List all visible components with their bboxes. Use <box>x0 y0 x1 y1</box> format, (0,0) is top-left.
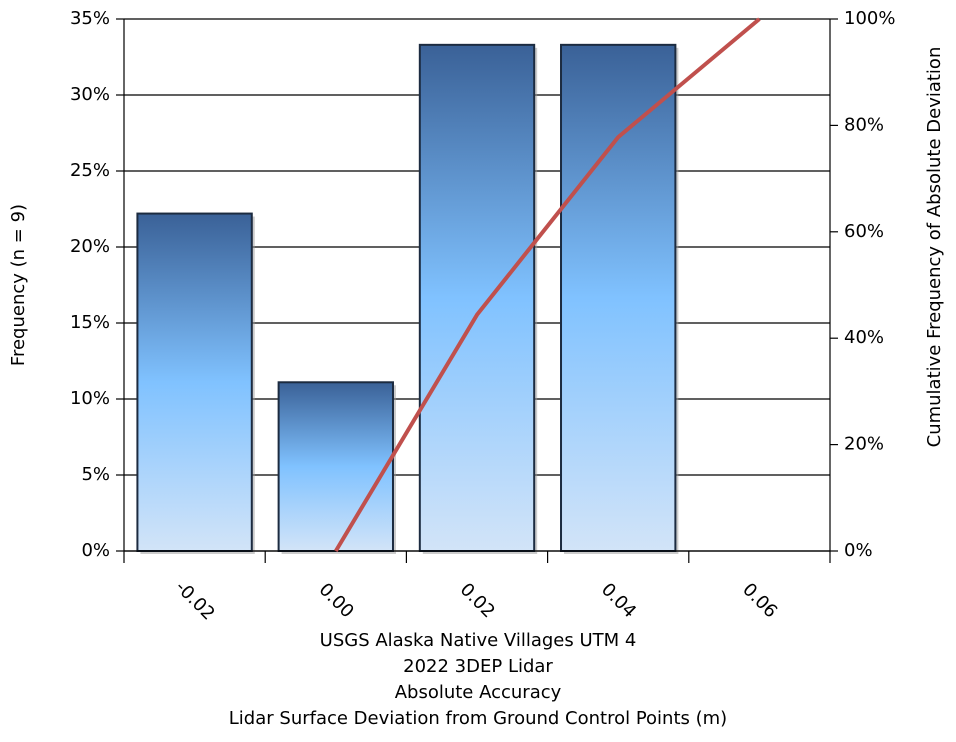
y2-tick-label: 40% <box>844 327 884 348</box>
x-tick-label: 0.06 <box>738 579 781 622</box>
caption-line: 2022 3DEP Lidar <box>403 656 553 677</box>
x-tick-label: 0.00 <box>315 579 358 622</box>
y-tick-label: 0% <box>81 540 110 561</box>
y-tick-label: 10% <box>70 388 110 409</box>
y2-tick-label: 20% <box>844 434 884 455</box>
y2-tick-label: 60% <box>844 221 884 242</box>
y-axis-label: Frequency (n = 9) <box>8 204 29 366</box>
x-tick-label: 0.02 <box>456 579 499 622</box>
x-tick-label: -0.02 <box>171 577 219 625</box>
y-tick-label: 5% <box>81 464 110 485</box>
bar <box>136 212 253 552</box>
x-tick-label: 0.04 <box>597 579 640 622</box>
bars <box>136 43 679 555</box>
caption-line: USGS Alaska Native Villages UTM 4 <box>320 630 637 651</box>
y2-tick-label: 0% <box>844 540 873 561</box>
bar <box>277 381 394 552</box>
y-tick-label: 35% <box>70 8 110 29</box>
y-tick-label: 30% <box>70 84 110 105</box>
bar <box>418 43 536 553</box>
caption-line: Absolute Accuracy <box>395 682 562 703</box>
cumulative-line <box>334 17 761 553</box>
y-tick-label: 25% <box>70 160 110 181</box>
y2-tick-label: 80% <box>844 114 884 135</box>
y2-axis-label: Cumulative Frequency of Absolute Deviati… <box>924 47 945 448</box>
y-tick-label: 20% <box>70 236 110 257</box>
caption-line: Lidar Surface Deviation from Ground Cont… <box>229 708 727 729</box>
lines <box>334 17 761 553</box>
y2-tick-label: 100% <box>844 8 895 29</box>
y-tick-label: 15% <box>70 312 110 333</box>
bar <box>560 43 677 553</box>
